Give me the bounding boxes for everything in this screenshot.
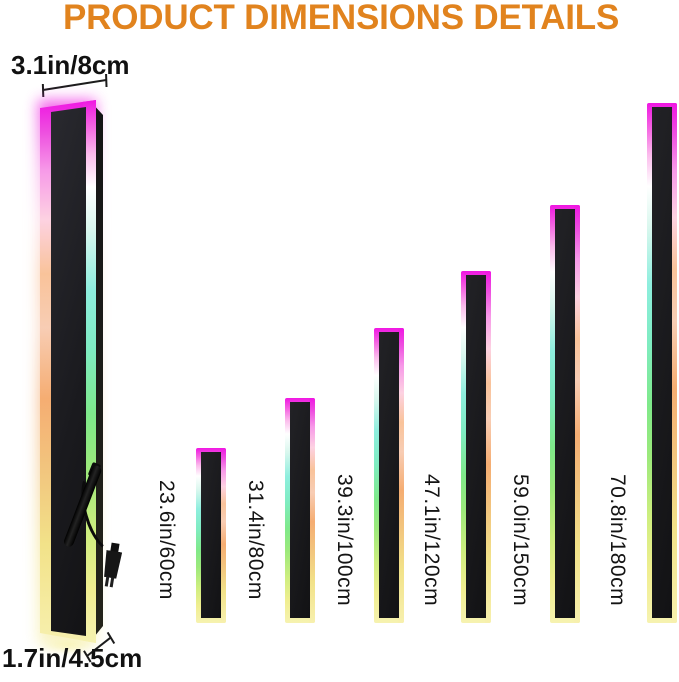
size-bar-group: 47.1in/120cm — [419, 0, 497, 655]
size-label: 39.3in/100cm — [333, 473, 356, 607]
glow-frame-right — [309, 398, 315, 623]
bottom-glow — [30, 634, 106, 656]
size-bar-group: 23.6in/60cm — [154, 0, 232, 655]
featured-light-bar — [30, 98, 106, 656]
light-bar — [461, 271, 491, 623]
light-bar — [647, 103, 677, 623]
bar-body — [652, 107, 672, 618]
size-label: 59.0in/150cm — [509, 473, 532, 607]
width-dimension-label: 3.1in/8cm — [11, 50, 130, 80]
depth-dimension-label: 1.7in/4.5cm — [2, 643, 143, 673]
glow-frame-right — [574, 205, 580, 623]
glow-frame-right — [220, 448, 226, 623]
light-bar — [196, 448, 226, 623]
bar-body — [379, 332, 399, 618]
bar-body — [201, 452, 221, 618]
size-label: 70.8in/180cm — [606, 473, 629, 607]
bar-body — [51, 100, 86, 643]
glow-frame-right — [398, 328, 404, 623]
bar-body — [555, 209, 575, 618]
size-label: 23.6in/60cm — [155, 480, 178, 600]
glow-frame — [40, 100, 96, 643]
glow-frame-right — [671, 103, 677, 623]
plug-prong — [109, 577, 115, 588]
plug-body — [101, 550, 123, 579]
light-bar — [285, 398, 315, 623]
size-bar-group: 39.3in/100cm — [332, 0, 410, 655]
page-title: PRODUCT DIMENSIONS DETAILS — [63, 0, 620, 37]
size-label: 31.4in/80cm — [244, 480, 267, 600]
glow-frame-right — [485, 271, 491, 623]
bar-body — [290, 402, 310, 618]
light-bar — [550, 205, 580, 623]
size-bar-group: 31.4in/80cm — [243, 0, 321, 655]
size-bar-group: 70.8in/180cm — [605, 0, 679, 655]
plug-prong — [104, 576, 110, 587]
size-bar-group: 59.0in/150cm — [508, 0, 586, 655]
bar-body — [466, 275, 486, 618]
size-label: 47.1in/120cm — [420, 473, 443, 607]
light-bar — [374, 328, 404, 623]
